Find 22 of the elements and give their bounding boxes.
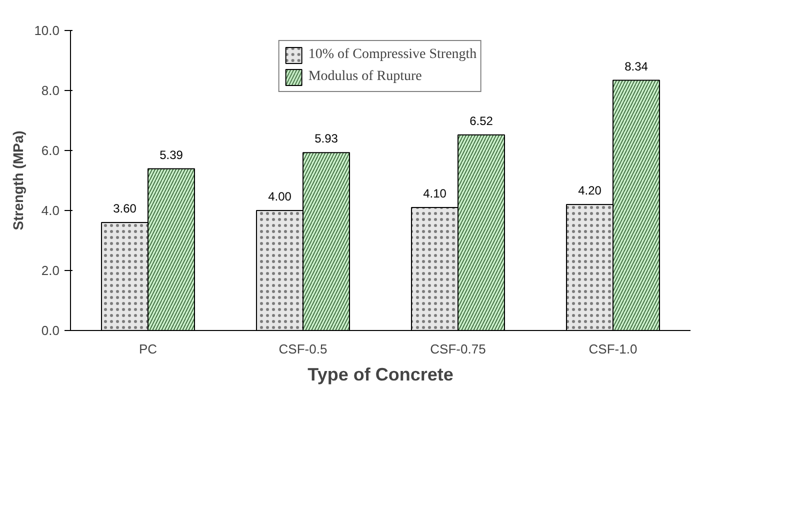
y-tick-label: 10.0 [34, 23, 60, 38]
legend-label: 10% of Compressive Strength [308, 47, 477, 63]
y-axis-title: Strength (MPa) [10, 130, 26, 230]
data-label: 6.52 [470, 114, 494, 128]
data-label: 5.93 [314, 132, 338, 146]
data-label: 4.20 [578, 184, 602, 198]
x-axis-title: Type of Concrete [308, 364, 454, 384]
x-tick-label: CSF-0.5 [278, 342, 328, 356]
data-label: 8.34 [624, 59, 648, 74]
data-label: 4.00 [268, 190, 292, 204]
x-tick-label: CSF-0.75 [430, 342, 486, 356]
x-tick-label: PC [138, 342, 158, 356]
x-tick-label: CSF-1.0 [588, 342, 638, 356]
data-label: 3.60 [113, 202, 137, 216]
y-tick-label: 8.0 [41, 83, 60, 98]
y-tick-label: 0.0 [41, 323, 60, 338]
data-label: 4.10 [423, 186, 447, 200]
data-label: 5.39 [160, 148, 184, 162]
y-tick-label: 4.0 [41, 203, 60, 218]
y-tick-label: 6.0 [41, 143, 60, 158]
legend-label: Modulus of Rupture [308, 69, 422, 85]
y-tick-label: 2.0 [41, 263, 60, 278]
